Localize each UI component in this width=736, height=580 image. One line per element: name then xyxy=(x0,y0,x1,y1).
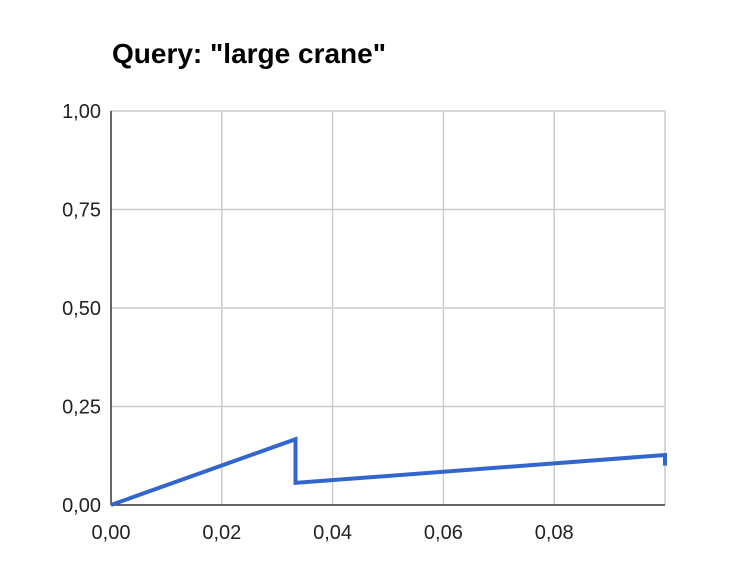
y-tick-label: 0,50 xyxy=(62,298,101,320)
grid xyxy=(111,110,666,505)
x-tick-label: 0,02 xyxy=(202,522,241,544)
y-tick-label: 0,25 xyxy=(62,397,101,419)
axes xyxy=(110,111,665,506)
x-tick-label: 0,04 xyxy=(313,522,352,544)
y-tick-label: 1,00 xyxy=(62,101,101,123)
x-tick-label: 0,08 xyxy=(535,522,574,544)
chart-title: Query: "large crane" xyxy=(112,38,386,69)
y-tick-label: 0,00 xyxy=(62,495,101,517)
x-tick-label: 0,00 xyxy=(92,522,131,544)
x-tick-label: 0,06 xyxy=(424,522,463,544)
tick-labels: 0,00 0,25 0,50 0,75 1,00 0,00 0,02 0,04 0,06 0,08 xyxy=(62,101,574,544)
series xyxy=(110,436,667,507)
series-line xyxy=(110,436,667,507)
y-tick-label: 0,75 xyxy=(62,200,101,222)
